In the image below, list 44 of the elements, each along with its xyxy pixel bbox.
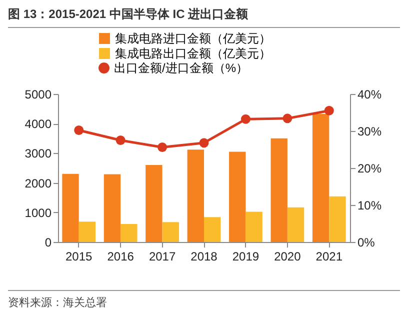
y2-tick-label: 40% — [358, 88, 382, 102]
text: 资料来源：海关总署 — [8, 290, 400, 310]
y2-tick-label: 10% — [358, 198, 382, 212]
bar — [104, 174, 121, 242]
bar — [312, 114, 330, 242]
y-tick-label: 2000 — [24, 176, 52, 190]
y2-tick-label: 20% — [358, 162, 382, 176]
legend-label: 集成电路出口金额（亿美元） — [115, 46, 271, 60]
x-tick-label: 2019 — [232, 250, 260, 264]
y-tick-label: 5000 — [24, 88, 52, 102]
bar — [270, 138, 288, 242]
y-tick-label: 1000 — [24, 206, 52, 220]
x-tick-label: 2015 — [66, 250, 93, 264]
y-tick-label: 4000 — [24, 117, 52, 132]
bar — [246, 212, 262, 242]
bar — [204, 217, 221, 242]
bar — [187, 150, 204, 242]
point — [158, 142, 168, 152]
bar — [287, 207, 304, 242]
bar — [162, 222, 179, 242]
x-tick-label: 2021 — [316, 250, 343, 264]
y-tick-label: 3000 — [24, 146, 52, 161]
bar — [62, 174, 79, 242]
legend-label: 出口金额/进口金额（%） — [114, 61, 248, 75]
x-tick-label: 2017 — [148, 250, 176, 264]
y-tick-label: 0 — [44, 236, 52, 250]
point — [199, 138, 209, 148]
x-tick-label: 2018 — [190, 250, 218, 264]
point — [240, 114, 250, 124]
x-tick-label: 2020 — [274, 250, 302, 264]
point — [282, 114, 292, 124]
legend-label: 集成电路进口金额（亿美元） — [115, 32, 271, 46]
y2-tick-label: 30% — [358, 124, 382, 138]
point — [74, 126, 84, 135]
point — [324, 106, 334, 116]
bar — [78, 222, 96, 242]
x-tick-label: 2016 — [107, 250, 134, 264]
y2-tick-label: 0% — [358, 236, 376, 250]
bar — [229, 152, 246, 242]
bar — [329, 196, 346, 242]
chart-title: 图 13：2015-2021 中国半导体 IC 进出口金额 — [8, 6, 400, 28]
bar — [146, 165, 162, 242]
point — [116, 136, 126, 145]
bar — [120, 224, 138, 242]
